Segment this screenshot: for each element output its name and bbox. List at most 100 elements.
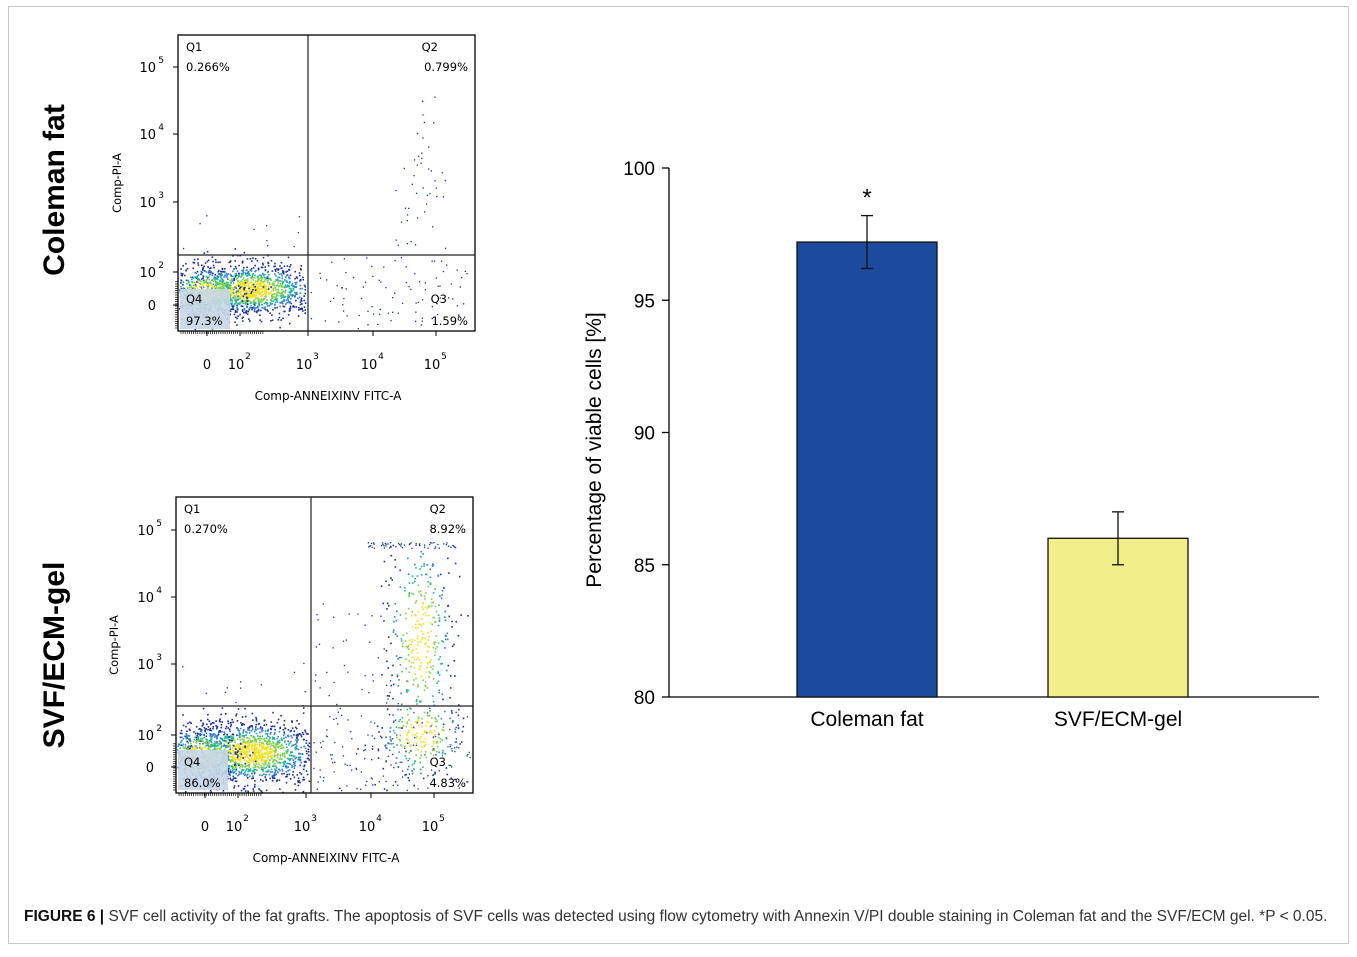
flow-event-dot — [419, 666, 421, 669]
flow-event-dot — [258, 737, 260, 740]
flow-event-dot — [291, 745, 293, 747]
flow-event-dot — [219, 282, 221, 285]
flow-event-dot — [400, 256, 403, 259]
flow-event-dot — [250, 756, 253, 759]
flow-event-dot — [197, 278, 200, 280]
flow-event-dot — [295, 743, 297, 745]
flow-event-dot — [338, 321, 340, 323]
flow-event-dot — [314, 680, 317, 682]
flow-event-dot — [248, 726, 251, 729]
flow-event-dot — [212, 734, 214, 737]
flow-event-dot — [268, 748, 271, 751]
flow-event-dot — [238, 753, 240, 755]
flow-event-dot — [372, 784, 374, 786]
flow-y-tick-label: 10 — [139, 61, 156, 76]
flow-event-dot — [454, 562, 457, 565]
flow-event-dot — [232, 772, 235, 774]
flow-event-dot — [258, 278, 261, 280]
flow-event-dot — [285, 274, 288, 277]
flow-event-dot — [414, 734, 417, 736]
flow-event-dot — [382, 775, 385, 777]
flow-event-dot — [284, 310, 286, 313]
flow-event-dot — [252, 788, 255, 790]
flow-event-dot — [391, 738, 394, 740]
flow-event-dot — [198, 279, 201, 282]
flow-event-dot — [297, 758, 300, 761]
flow-event-dot — [454, 778, 456, 781]
flow-event-dot — [397, 708, 399, 711]
flow-event-dot — [373, 737, 376, 740]
flow-event-dot — [240, 293, 243, 296]
flow-event-dot — [442, 586, 445, 589]
flow-event-dot — [263, 283, 266, 286]
flow-event-dot — [270, 292, 272, 294]
flow-event-dot — [207, 276, 210, 278]
flow-event-dot — [408, 671, 411, 674]
flow-event-dot — [242, 741, 245, 743]
flow-event-dot — [400, 761, 403, 764]
flow-event-dot — [210, 791, 212, 793]
flow-event-dot — [428, 146, 430, 148]
flow-event-dot — [257, 278, 259, 281]
flow-event-dot — [272, 293, 275, 296]
flow-event-dot — [206, 723, 208, 726]
flow-event-dot — [233, 771, 236, 773]
flow-event-dot — [273, 772, 276, 775]
flow-event-dot — [364, 744, 367, 747]
flow-event-dot — [328, 694, 330, 697]
flow-event-dot — [223, 733, 225, 736]
flow-event-dot — [194, 748, 196, 750]
flow-event-dot — [248, 775, 251, 778]
flow-event-dot — [426, 714, 429, 717]
flow-event-dot — [179, 289, 181, 292]
flow-event-dot — [215, 283, 217, 286]
flow-event-dot — [229, 748, 232, 751]
flow-event-dot — [227, 287, 230, 289]
flow-event-dot — [303, 778, 306, 781]
flow-event-dot — [210, 272, 212, 275]
flow-event-dot — [195, 736, 198, 739]
flow-event-dot — [406, 789, 408, 792]
flow-event-dot — [300, 265, 303, 267]
flow-event-dot — [192, 261, 195, 264]
flow-event-dot — [269, 759, 271, 761]
flow-event-dot — [304, 729, 306, 732]
flow-event-dot — [266, 245, 269, 247]
flow-event-dot — [259, 727, 261, 730]
flow-event-dot — [231, 767, 234, 770]
flow-event-dot — [246, 269, 248, 271]
flow-event-dot — [251, 755, 254, 757]
flow-event-dot — [396, 734, 398, 736]
flow-event-dot — [251, 260, 253, 262]
flow-event-dot — [256, 289, 258, 292]
flow-event-dot — [424, 754, 426, 756]
flow-event-dot — [252, 288, 254, 291]
flow-event-dot — [466, 716, 469, 718]
flow-event-dot — [272, 308, 274, 311]
flow-event-dot — [229, 759, 231, 762]
flow-event-dot — [451, 721, 454, 724]
flow-event-dot — [192, 740, 195, 743]
flow-event-dot — [274, 262, 276, 265]
flow-event-dot — [286, 775, 288, 778]
flow-plot-coleman: Q1 0.266% Q2 0.799% Q3 1.59% Q4 97.3% 01… — [110, 34, 476, 403]
flow-event-dot — [274, 298, 277, 301]
flow-event-dot — [261, 727, 264, 729]
flow-event-dot — [411, 638, 414, 641]
flow-event-dot — [414, 613, 417, 616]
flow-event-dot — [266, 770, 269, 773]
flow-event-dot — [315, 751, 317, 753]
flow-event-dot — [431, 305, 433, 308]
flow-event-dot — [430, 659, 433, 661]
flow-event-dot — [274, 762, 276, 765]
flow-event-dot — [207, 282, 209, 284]
flow-event-dot — [235, 290, 238, 292]
coleman-row-label: Coleman fat — [38, 104, 71, 276]
flow-event-dot — [257, 735, 259, 737]
flow-event-dot — [430, 725, 432, 727]
flow-event-dot — [399, 664, 402, 666]
flow-event-dot — [288, 322, 291, 325]
flow-event-dot — [194, 284, 197, 286]
flow-event-dot — [434, 546, 437, 548]
flow-event-dot — [406, 708, 409, 711]
